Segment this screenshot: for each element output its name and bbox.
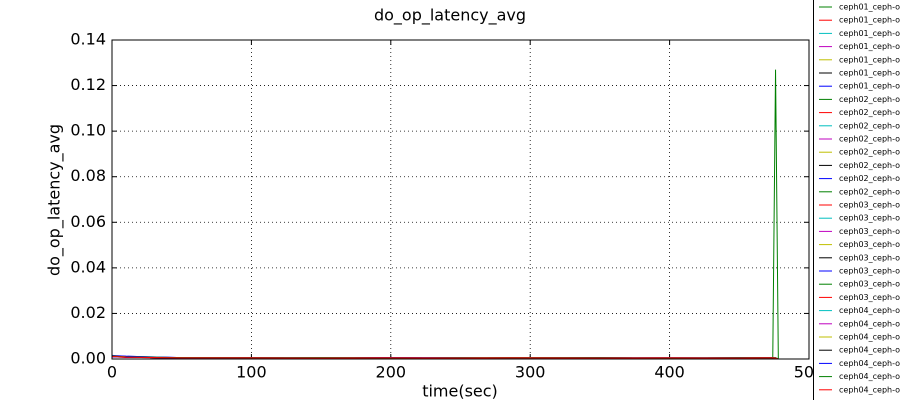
legend-label: ceph04_ceph-o [839, 319, 900, 328]
legend-label: ceph04_ceph-o [839, 359, 900, 368]
y-tick-label: 0.08 [70, 166, 106, 185]
legend-label: ceph01_ceph-o [839, 82, 900, 91]
legend-label: ceph03_ceph-o [839, 240, 900, 249]
x-tick-label: 300 [515, 363, 546, 382]
legend-label: ceph03_ceph-o [839, 280, 900, 289]
chart-title: do_op_latency_avg [374, 6, 526, 26]
y-tick-label: 0.00 [70, 349, 106, 368]
legend-label: ceph02_ceph-o [839, 135, 900, 144]
legend-label: ceph03_ceph-o [839, 293, 900, 302]
legend-box [813, 0, 900, 400]
legend-label: ceph03_ceph-o [839, 267, 900, 276]
legend-label: ceph01_ceph-o [839, 16, 900, 25]
y-tick-label: 0.02 [70, 303, 106, 322]
series-line [111, 69, 779, 360]
x-tick-label: 100 [236, 363, 267, 382]
legend-label: ceph01_ceph-o [839, 55, 900, 64]
legend-label: ceph04_ceph-o [839, 372, 900, 381]
legend-label: ceph04_ceph-o [839, 346, 900, 355]
x-tick-label: 400 [654, 363, 685, 382]
y-tick-label: 0.04 [70, 257, 106, 276]
y-tick-label: 0.10 [70, 121, 106, 140]
y-tick-label: 0.14 [70, 30, 106, 49]
legend-label: ceph01_ceph-o [839, 69, 900, 78]
x-tick-label: 200 [376, 363, 407, 382]
series-line [111, 355, 779, 360]
x-axis-label: time(sec) [422, 382, 498, 400]
legend-label: ceph02_ceph-o [839, 95, 900, 104]
legend-label: ceph01_ceph-o [839, 3, 900, 12]
legend-label: ceph01_ceph-o [839, 42, 900, 51]
legend-label: ceph04_ceph-o [839, 333, 900, 342]
plot-frame [111, 39, 810, 360]
legend-label: ceph04_ceph-o [839, 306, 900, 315]
legend-label: ceph03_ceph-o [839, 201, 900, 210]
legend-label: ceph02_ceph-o [839, 108, 900, 117]
y-tick-label: 0.06 [70, 212, 106, 231]
x-tick-label: 0 [107, 363, 117, 382]
legend: ceph01_ceph-oceph01_ceph-oceph01_ceph-oc… [813, 0, 900, 400]
legend-label: ceph02_ceph-o [839, 148, 900, 157]
legend-label: ceph03_ceph-o [839, 214, 900, 223]
legend-label: ceph03_ceph-o [839, 253, 900, 262]
legend-label: ceph02_ceph-o [839, 187, 900, 196]
y-tick-label: 0.12 [70, 75, 106, 94]
legend-label: ceph04_ceph-o [839, 385, 900, 394]
legend-label: ceph03_ceph-o [839, 227, 900, 236]
y-axis-label: do_op_latency_avg [45, 124, 65, 276]
legend-label: ceph02_ceph-o [839, 161, 900, 170]
legend-label: ceph02_ceph-o [839, 174, 900, 183]
legend-label: ceph01_ceph-o [839, 29, 900, 38]
legend-label: ceph02_ceph-o [839, 121, 900, 130]
